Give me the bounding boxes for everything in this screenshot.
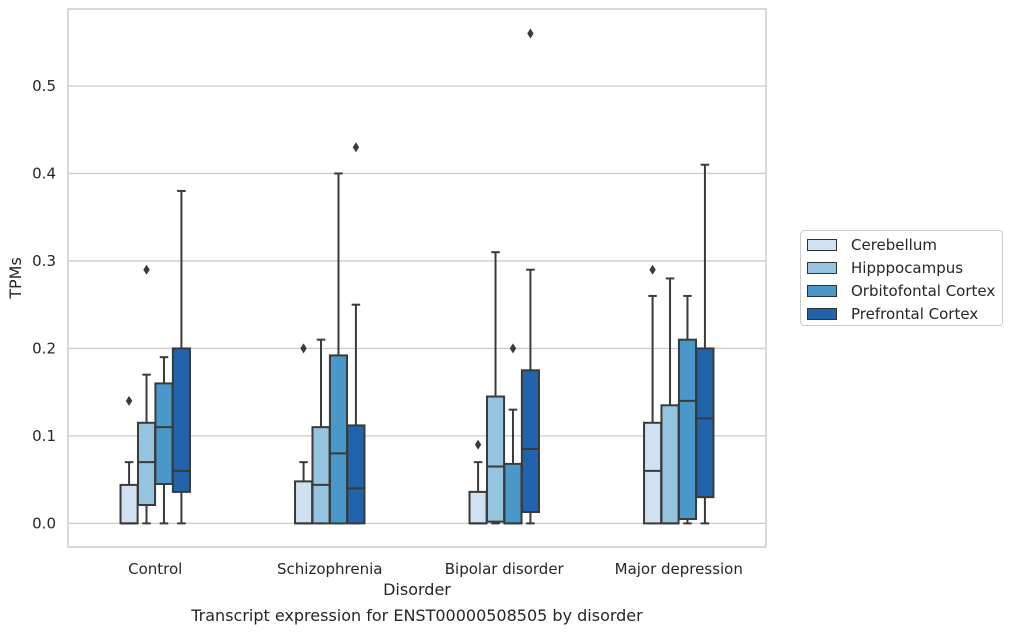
box	[154, 382, 174, 486]
legend-swatch	[807, 262, 837, 274]
y-tick-label: 0.4	[32, 164, 56, 182]
box	[468, 490, 488, 525]
series-orbitofontal-cortex	[154, 172, 698, 525]
box	[328, 354, 349, 525]
box-plot-series	[119, 28, 715, 525]
y-axis-label: TPMs	[6, 257, 25, 300]
box	[660, 404, 680, 525]
outlier-point	[527, 28, 534, 39]
y-tick-label: 0.2	[32, 339, 56, 357]
x-axis-ticks: Control Schizophrenia Bipolar disorder Majo…	[128, 560, 743, 578]
y-tick-label: 0.0	[32, 514, 56, 532]
legend-item-hippocampus: Hipppocampus	[807, 258, 963, 278]
outlier-point	[509, 343, 517, 354]
y-axis-ticks: 0.0 0.1 0.2 0.3 0.4 0.5	[32, 77, 56, 532]
box	[485, 395, 506, 523]
box	[136, 421, 157, 507]
box	[520, 369, 540, 514]
x-tick-label: Schizophrenia	[277, 560, 382, 578]
legend-swatch	[807, 308, 837, 320]
outlier-point	[649, 264, 656, 275]
outlier-point	[143, 264, 150, 275]
box	[346, 424, 366, 525]
y-tick-label: 0.1	[32, 427, 56, 445]
y-tick-label: 0.3	[32, 252, 56, 270]
legend-swatch	[807, 239, 837, 251]
outlier-point	[125, 395, 133, 406]
box	[119, 483, 139, 525]
legend-label: Prefrontal Cortex	[851, 305, 979, 323]
box	[503, 462, 523, 525]
outlier-point	[474, 439, 482, 450]
legend-item-prefrontal-cortex: Prefrontal Cortex	[807, 304, 978, 324]
box	[643, 421, 663, 525]
legend-swatch	[807, 285, 837, 297]
x-tick-label: Major depression	[615, 560, 743, 578]
box	[171, 347, 191, 493]
series-hipppocampus	[136, 251, 680, 525]
x-axis-label: Disorder	[383, 580, 451, 599]
y-tick-label: 0.5	[32, 77, 56, 95]
box	[695, 347, 715, 499]
legend-label: Cerebellum	[851, 236, 937, 254]
series-cerebellum	[119, 264, 663, 525]
legend-label: Hipppocampus	[851, 259, 964, 277]
series-prefrontal-cortex	[171, 28, 715, 525]
box	[311, 426, 331, 525]
legend: Cerebellum Hipppocampus Orbitofontal Cor…	[800, 230, 1003, 326]
legend-item-orbitofrontal-cortex: Orbitofontal Cortex	[807, 281, 995, 301]
box	[294, 480, 314, 525]
chart-caption: Transcript expression for ENST0000050850…	[191, 606, 643, 625]
plot-frame	[67, 8, 767, 548]
box	[677, 338, 698, 521]
outlier-point	[300, 343, 307, 354]
x-tick-label: Control	[128, 560, 182, 578]
x-tick-label: Bipolar disorder	[445, 560, 565, 578]
outlier-point	[352, 142, 360, 153]
legend-item-cerebellum: Cerebellum	[807, 235, 937, 255]
legend-label: Orbitofontal Cortex	[851, 282, 996, 300]
